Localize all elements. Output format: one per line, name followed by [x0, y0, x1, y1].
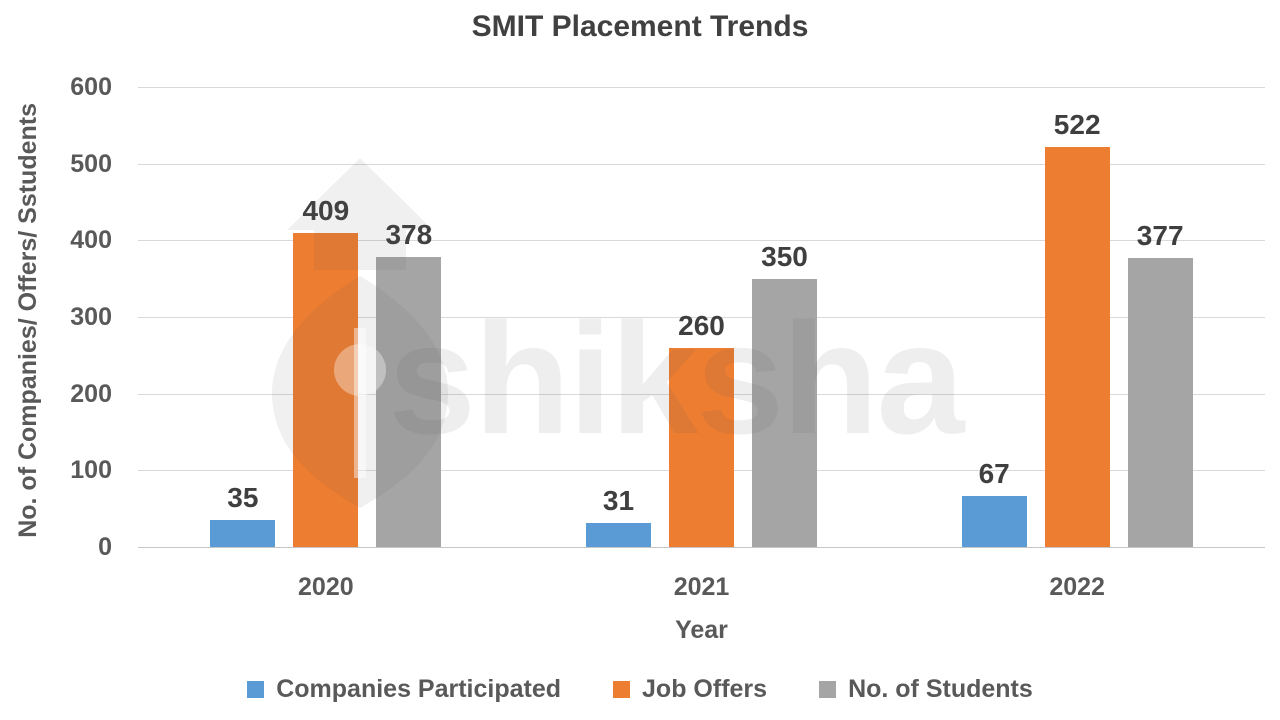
- data-label-2020-companies-participated: 35: [227, 482, 259, 514]
- y-tick-label-600: 600: [70, 73, 112, 101]
- x-axis-tick-labels: 2020 2021 2022: [138, 573, 1265, 605]
- x-tick-label-2021: 2021: [673, 573, 730, 601]
- chart-title: SMIT Placement Trends: [471, 10, 809, 43]
- bar-2022-job-offers: [1044, 146, 1110, 547]
- bar-column: 409: [293, 87, 359, 547]
- y-tick-label-300: 300: [70, 303, 112, 331]
- gridline-0: [138, 547, 1265, 548]
- bar-2020-job-offers: [293, 233, 359, 547]
- y-tick-label-500: 500: [70, 149, 112, 178]
- bar-2020-no.-of-students: [376, 257, 442, 547]
- bar-column: 35: [210, 87, 276, 547]
- bar-column: 377: [1127, 87, 1193, 547]
- gridline-500: [138, 163, 1265, 165]
- legend-item-job-offers: Job Offers: [613, 675, 767, 704]
- bar-column: 260: [669, 87, 734, 547]
- legend-item-companies-participated: Companies Participated: [247, 675, 561, 704]
- y-tick-label-100: 100: [70, 456, 112, 485]
- data-label-2022-no.-of-students: 377: [1136, 219, 1184, 251]
- legend-item-no.-of-students: No. of Students: [819, 675, 1033, 704]
- y-tick-label-0: 0: [98, 533, 112, 561]
- data-label-2021-no.-of-students: 350: [761, 240, 808, 272]
- bar-group-2021: 31 260 350: [586, 87, 817, 547]
- bar-column: 378: [376, 87, 442, 547]
- bar-column: 522: [1044, 87, 1110, 547]
- y-tick-label-400: 400: [70, 226, 112, 255]
- gridline-300: [138, 317, 1265, 318]
- data-label-2020-no.-of-students: 378: [385, 219, 433, 251]
- bar-2022-no.-of-students: [1127, 257, 1193, 547]
- bar-column: 67: [961, 87, 1027, 547]
- plot-area: 35 409 378 31 260 350 67 522 377: [138, 87, 1265, 548]
- legend-label: Job Offers: [642, 674, 768, 703]
- gridline-400: [138, 240, 1265, 242]
- bar-2022-companies-participated: [961, 495, 1027, 547]
- data-label-2022-companies-participated: 67: [978, 457, 1010, 489]
- bar-group-2022: 67 522 377: [961, 87, 1193, 547]
- legend-label: No. of Students: [848, 674, 1033, 703]
- data-label-2021-companies-participated: 31: [602, 485, 635, 517]
- legend-label: Companies Participated: [276, 674, 562, 703]
- bar-column: 350: [752, 87, 817, 547]
- gridline-600: [138, 87, 1265, 88]
- legend-swatch-icon: [819, 680, 837, 698]
- data-label-2020-job-offers: 409: [302, 195, 350, 227]
- y-tick-label-200: 200: [70, 379, 112, 408]
- bar-group-2020: 35 409 378: [210, 87, 442, 547]
- x-tick-label-2022: 2022: [1049, 573, 1105, 601]
- legend-swatch-icon: [613, 680, 631, 698]
- bar-2021-job-offers: [669, 347, 734, 547]
- legend-swatch-icon: [247, 680, 265, 698]
- y-axis-tick-labels: 0 100 200 300 400 500 600: [0, 73, 112, 561]
- data-label-2021-job-offers: 260: [678, 309, 725, 341]
- bar-2020-companies-participated: [210, 520, 276, 547]
- x-tick-label-2020: 2020: [298, 573, 354, 601]
- x-axis-title: Year: [675, 616, 728, 644]
- bar-column: 31: [586, 87, 651, 547]
- bar-2021-companies-participated: [586, 523, 651, 547]
- data-label-2022-job-offers: 522: [1053, 108, 1101, 140]
- legend: Companies Participated Job Offers No. of S…: [0, 668, 1280, 710]
- bar-series-container: 35 409 378 31 260 350 67 522 377: [138, 87, 1265, 547]
- bar-2021-no.-of-students: [752, 278, 817, 547]
